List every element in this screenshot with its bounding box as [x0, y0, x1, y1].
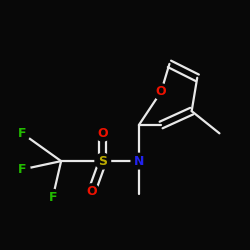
Circle shape	[153, 84, 169, 100]
Circle shape	[131, 153, 147, 169]
Text: F: F	[48, 191, 57, 204]
Circle shape	[95, 153, 110, 169]
Text: F: F	[18, 127, 26, 140]
Circle shape	[14, 162, 30, 177]
Text: O: O	[86, 185, 97, 198]
Text: O: O	[156, 85, 166, 98]
Circle shape	[95, 126, 110, 141]
Text: S: S	[98, 154, 107, 168]
Circle shape	[84, 184, 100, 200]
Text: O: O	[98, 127, 108, 140]
Text: F: F	[18, 163, 26, 176]
Circle shape	[14, 126, 30, 141]
Circle shape	[45, 190, 60, 205]
Text: N: N	[134, 154, 144, 168]
